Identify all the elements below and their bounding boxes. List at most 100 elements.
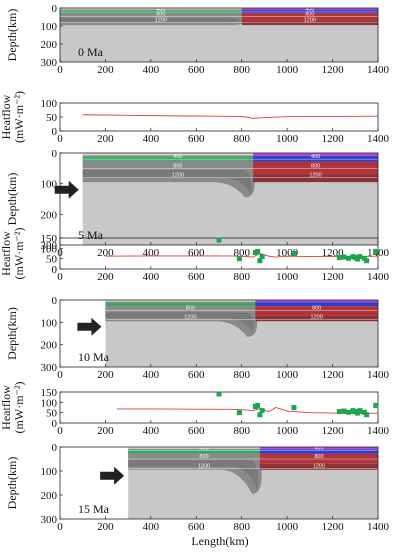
y-tick-label: 200 — [41, 39, 58, 51]
x-tick-label: 1400 — [367, 369, 390, 381]
isotherm-label: 1200 — [309, 173, 321, 179]
x-tick-label: 600 — [188, 521, 205, 533]
y-axis-label-unit: (mW·m⁻²) — [12, 91, 26, 143]
x-axis-title: Length(km) — [191, 534, 248, 548]
right-plate-blue — [259, 449, 378, 454]
y-tick-label: 300 — [41, 240, 58, 252]
x-tick-label: 600 — [188, 133, 205, 145]
x-tick-label: 1000 — [276, 521, 299, 533]
observed-heatflow-point — [341, 254, 347, 260]
right-plate-blue — [253, 156, 378, 162]
panel-frame — [59, 391, 379, 424]
lithosphere-slab — [128, 448, 262, 494]
x-tick-label: 200 — [97, 425, 114, 437]
sediment-layer — [105, 300, 256, 302]
observed-heatflow-point — [345, 255, 351, 261]
observed-heatflow-point — [357, 408, 363, 414]
isotherm-label: 400 — [311, 154, 320, 160]
isotherm-label: 1200 — [155, 17, 167, 23]
y-axis-label: Heatflow — [0, 231, 13, 276]
observed-heatflow-point — [259, 254, 265, 260]
x-tick-label: 0 — [57, 425, 63, 437]
y-axis-label: Heatflow — [0, 94, 13, 139]
y-axis-label: Depth(km) — [5, 457, 19, 510]
crust-layer-green — [105, 303, 256, 306]
push-arrow-icon — [54, 180, 79, 199]
y-tick-label: 0 — [52, 442, 58, 454]
isotherm-label: 400 — [173, 154, 182, 160]
push-arrow-icon — [77, 317, 102, 336]
x-tick-label: 1400 — [367, 271, 390, 283]
right-plate-blue — [255, 302, 378, 307]
right-plate-darkred — [259, 463, 378, 470]
x-tick-label: 400 — [143, 247, 160, 259]
isotherm-label: 1200 — [172, 173, 184, 179]
y-tick-label: 200 — [41, 209, 58, 221]
x-tick-label: 200 — [97, 133, 114, 145]
age-label: 15 Ma — [78, 502, 110, 516]
x-tick-label: 800 — [233, 247, 250, 259]
x-tick-label: 800 — [233, 425, 250, 437]
observed-heatflow-point — [357, 254, 363, 260]
x-tick-label: 1000 — [276, 369, 299, 381]
isotherm-label: 400 — [314, 446, 323, 452]
lithosphere-inner — [82, 169, 252, 194]
y-axis-label: Heatflow — [0, 385, 13, 430]
observed-heatflow-point — [345, 409, 351, 415]
isotherm-label: 800 — [156, 12, 165, 18]
isotherm-label: 1200 — [311, 315, 323, 321]
x-tick-label: 800 — [233, 64, 250, 76]
sediment-layer — [128, 447, 260, 449]
y-tick-label: 50 — [46, 408, 58, 420]
isotherm-label: 800 — [314, 454, 323, 460]
observed-heatflow-point — [255, 248, 261, 254]
crust-layer-green — [82, 157, 254, 161]
x-tick-label: 800 — [233, 521, 250, 533]
x-tick-label: 1200 — [322, 369, 345, 381]
isotherm-label: 800 — [311, 163, 320, 169]
x-tick-label: 1400 — [367, 425, 390, 437]
x-tick-label: 1200 — [322, 521, 345, 533]
x-tick-label: 800 — [233, 133, 250, 145]
observed-heatflow-point — [373, 248, 379, 254]
x-tick-label: 200 — [97, 369, 114, 381]
isotherm-label: 800 — [186, 306, 195, 312]
observed-heatflow-point — [364, 412, 370, 418]
x-tick-label: 1400 — [367, 133, 390, 145]
isotherm-label: 800 — [173, 163, 182, 169]
x-tick-label: 400 — [143, 521, 160, 533]
y-axis-label: Depth(km) — [5, 307, 19, 360]
right-plate-purple — [255, 300, 378, 303]
x-tick-label: 1200 — [322, 425, 345, 437]
y-tick-label: 100 — [41, 466, 58, 478]
x-tick-label: 1200 — [322, 133, 345, 145]
y-tick-label: 0 — [52, 264, 58, 276]
sediment-layer — [60, 8, 242, 10]
sediment-layer — [82, 153, 254, 155]
model-heatflow-line — [82, 114, 379, 119]
isotherm-label: 400 — [305, 7, 314, 13]
crust-layer-green — [128, 450, 260, 453]
isotherm-label: 800 — [199, 454, 208, 460]
right-plate-darkred — [241, 20, 378, 26]
x-tick-label: 400 — [143, 369, 160, 381]
observed-heatflow-point — [257, 258, 263, 264]
x-tick-label: 600 — [188, 369, 205, 381]
x-tick-label: 0 — [57, 133, 63, 145]
x-tick-label: 400 — [143, 425, 160, 437]
y-tick-label: 0 — [52, 3, 58, 15]
x-tick-label: 600 — [188, 425, 205, 437]
observed-heatflow-point — [291, 405, 297, 410]
isotherm-label: 400 — [156, 7, 165, 13]
observed-heatflow-point — [236, 256, 242, 262]
x-tick-label: 600 — [188, 271, 205, 283]
x-tick-label: 1400 — [367, 64, 390, 76]
x-tick-label: 400 — [143, 133, 160, 145]
observed-heatflow-point — [336, 409, 342, 415]
y-tick-label: 300 — [41, 57, 58, 69]
observed-heatflow-point — [259, 408, 265, 414]
lithosphere-inner — [60, 17, 241, 23]
